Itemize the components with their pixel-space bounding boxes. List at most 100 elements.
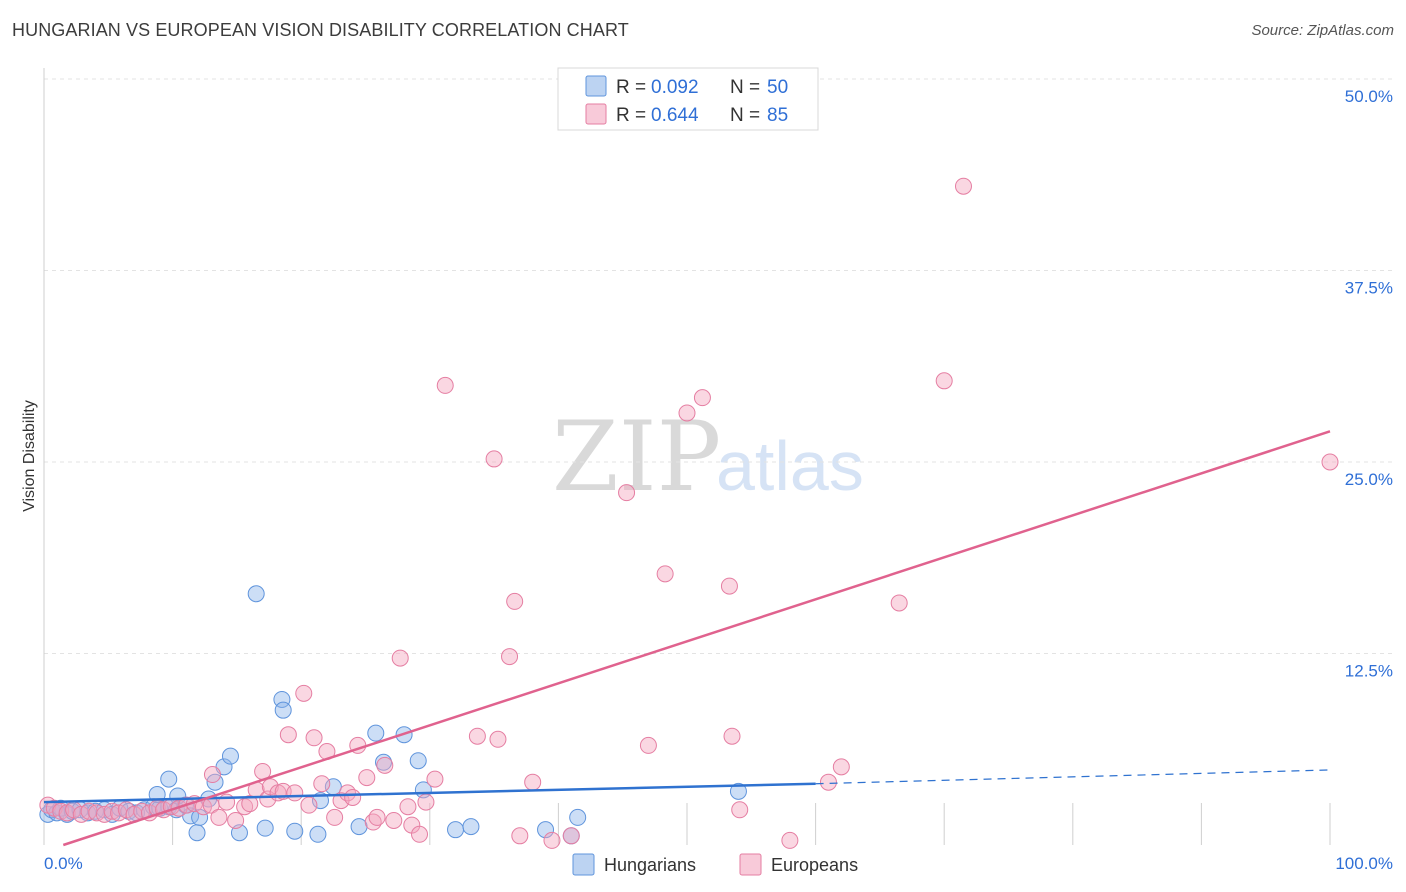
bottom-legend-swatch-hungarians <box>572 853 595 876</box>
european-point-78 <box>832 758 850 776</box>
hungarian-point-34 <box>274 701 292 719</box>
y-tick-label-2: 37.5% <box>1345 279 1393 298</box>
hungarian-point-21 <box>160 770 178 788</box>
hungarian-point-40 <box>367 724 385 742</box>
european-point-9 <box>103 802 121 820</box>
european-point-75 <box>731 801 749 819</box>
legend-n-label-hungarians: N = <box>730 77 760 98</box>
hungarians-trend-line <box>43 782 816 804</box>
european-point-53 <box>399 798 417 816</box>
bottom-legend-swatch-europeans <box>739 853 762 876</box>
european-point-79 <box>890 594 908 612</box>
hungarian-point-31 <box>247 585 265 603</box>
trend-lines <box>43 430 1331 847</box>
x-tick-label-0: 0.0% <box>44 854 83 873</box>
source-label: Source: ZipAtlas.com <box>1251 22 1394 39</box>
hungarian-point-35 <box>286 822 304 840</box>
european-point-37 <box>295 684 313 702</box>
y-tick-label-0: 12.5% <box>1345 662 1393 681</box>
european-point-58 <box>436 376 454 394</box>
european-point-40 <box>313 775 331 793</box>
european-point-68 <box>618 484 636 502</box>
european-point-64 <box>511 827 529 845</box>
hungarian-point-45 <box>447 821 465 839</box>
european-point-52 <box>391 649 409 667</box>
european-point-71 <box>678 404 696 422</box>
european-point-57 <box>426 770 444 788</box>
europeans-points <box>39 177 1339 849</box>
legend-r-value-hungarians: 0.092 <box>651 77 699 98</box>
european-point-50 <box>376 756 394 774</box>
hungarian-point-49 <box>569 808 587 826</box>
bottom-legend-hungarians: Hungarians <box>604 855 696 875</box>
hungarian-point-29 <box>221 747 239 765</box>
european-point-44 <box>338 784 356 802</box>
legend-swatch-europeans <box>585 103 607 125</box>
legend-r-value-europeans: 0.644 <box>651 105 699 126</box>
european-point-81 <box>954 177 972 195</box>
european-point-26 <box>227 811 245 829</box>
y-axis-title: Vision Disability <box>21 400 38 512</box>
european-point-39 <box>305 729 323 747</box>
european-point-56 <box>417 793 435 811</box>
hungarian-point-36 <box>309 825 327 843</box>
european-point-82 <box>1321 453 1339 471</box>
watermark-zip: ZIP <box>552 401 721 513</box>
grid-lines <box>44 78 1392 654</box>
chart-title: HUNGARIAN VS EUROPEAN VISION DISABILITY … <box>12 20 629 40</box>
european-point-36 <box>286 784 304 802</box>
european-point-24 <box>210 808 228 826</box>
european-point-73 <box>720 577 738 595</box>
europeans-trend-line <box>62 430 1331 847</box>
european-point-74 <box>723 727 741 745</box>
european-point-42 <box>326 808 344 826</box>
legend-swatch-hungarians <box>585 75 607 97</box>
european-point-38 <box>300 796 318 814</box>
european-point-77 <box>819 773 837 791</box>
european-point-55 <box>411 825 429 843</box>
european-point-35 <box>279 726 297 744</box>
european-point-45 <box>344 789 362 807</box>
european-point-27 <box>236 798 254 816</box>
european-point-72 <box>693 389 711 407</box>
y-tick-label-3: 50.0% <box>1345 87 1393 106</box>
legend-r-label-europeans: R = <box>616 105 646 126</box>
hungarian-point-39 <box>350 818 368 836</box>
hungarian-point-46 <box>462 818 480 836</box>
european-point-47 <box>358 769 376 787</box>
european-point-28 <box>241 795 259 813</box>
european-point-70 <box>656 565 674 583</box>
hungarian-point-32 <box>256 819 274 837</box>
european-point-49 <box>368 808 386 826</box>
european-point-67 <box>562 827 580 845</box>
bottom-legend-europeans: Europeans <box>771 855 858 875</box>
x-tick-label-1: 100.0% <box>1335 854 1393 873</box>
tick-labels: 12.5% 25.0% 37.5% 50.0% 0.0% 100.0% <box>44 87 1393 873</box>
stats-legend: R = 0.092 N = 50 R = 0.644 N = 85 <box>557 67 819 131</box>
european-point-2 <box>52 802 70 820</box>
hungarians-trend-extension <box>815 769 1331 785</box>
european-point-60 <box>485 450 503 468</box>
european-point-80 <box>935 372 953 390</box>
european-point-23 <box>203 766 221 784</box>
european-point-69 <box>639 736 657 754</box>
hungarian-point-33 <box>273 690 291 708</box>
european-point-63 <box>506 592 524 610</box>
hungarian-point-24 <box>188 824 206 842</box>
legend-n-label-europeans: N = <box>730 105 760 126</box>
legend-r-label-hungarians: R = <box>616 77 646 98</box>
european-point-61 <box>489 730 507 748</box>
hungarian-point-50 <box>729 782 747 800</box>
y-tick-label-1: 25.0% <box>1345 470 1393 489</box>
european-point-66 <box>543 831 561 849</box>
watermark-atlas: atlas <box>716 427 864 505</box>
legend-n-value-hungarians: 50 <box>767 77 788 98</box>
series-legend: Hungarians Europeans <box>572 853 858 876</box>
hungarian-point-47 <box>537 821 555 839</box>
european-point-76 <box>781 831 799 849</box>
axes <box>43 68 1331 845</box>
legend-n-value-europeans: 85 <box>767 105 788 126</box>
european-point-51 <box>385 811 403 829</box>
hungarian-point-43 <box>409 752 427 770</box>
european-point-62 <box>501 648 519 666</box>
